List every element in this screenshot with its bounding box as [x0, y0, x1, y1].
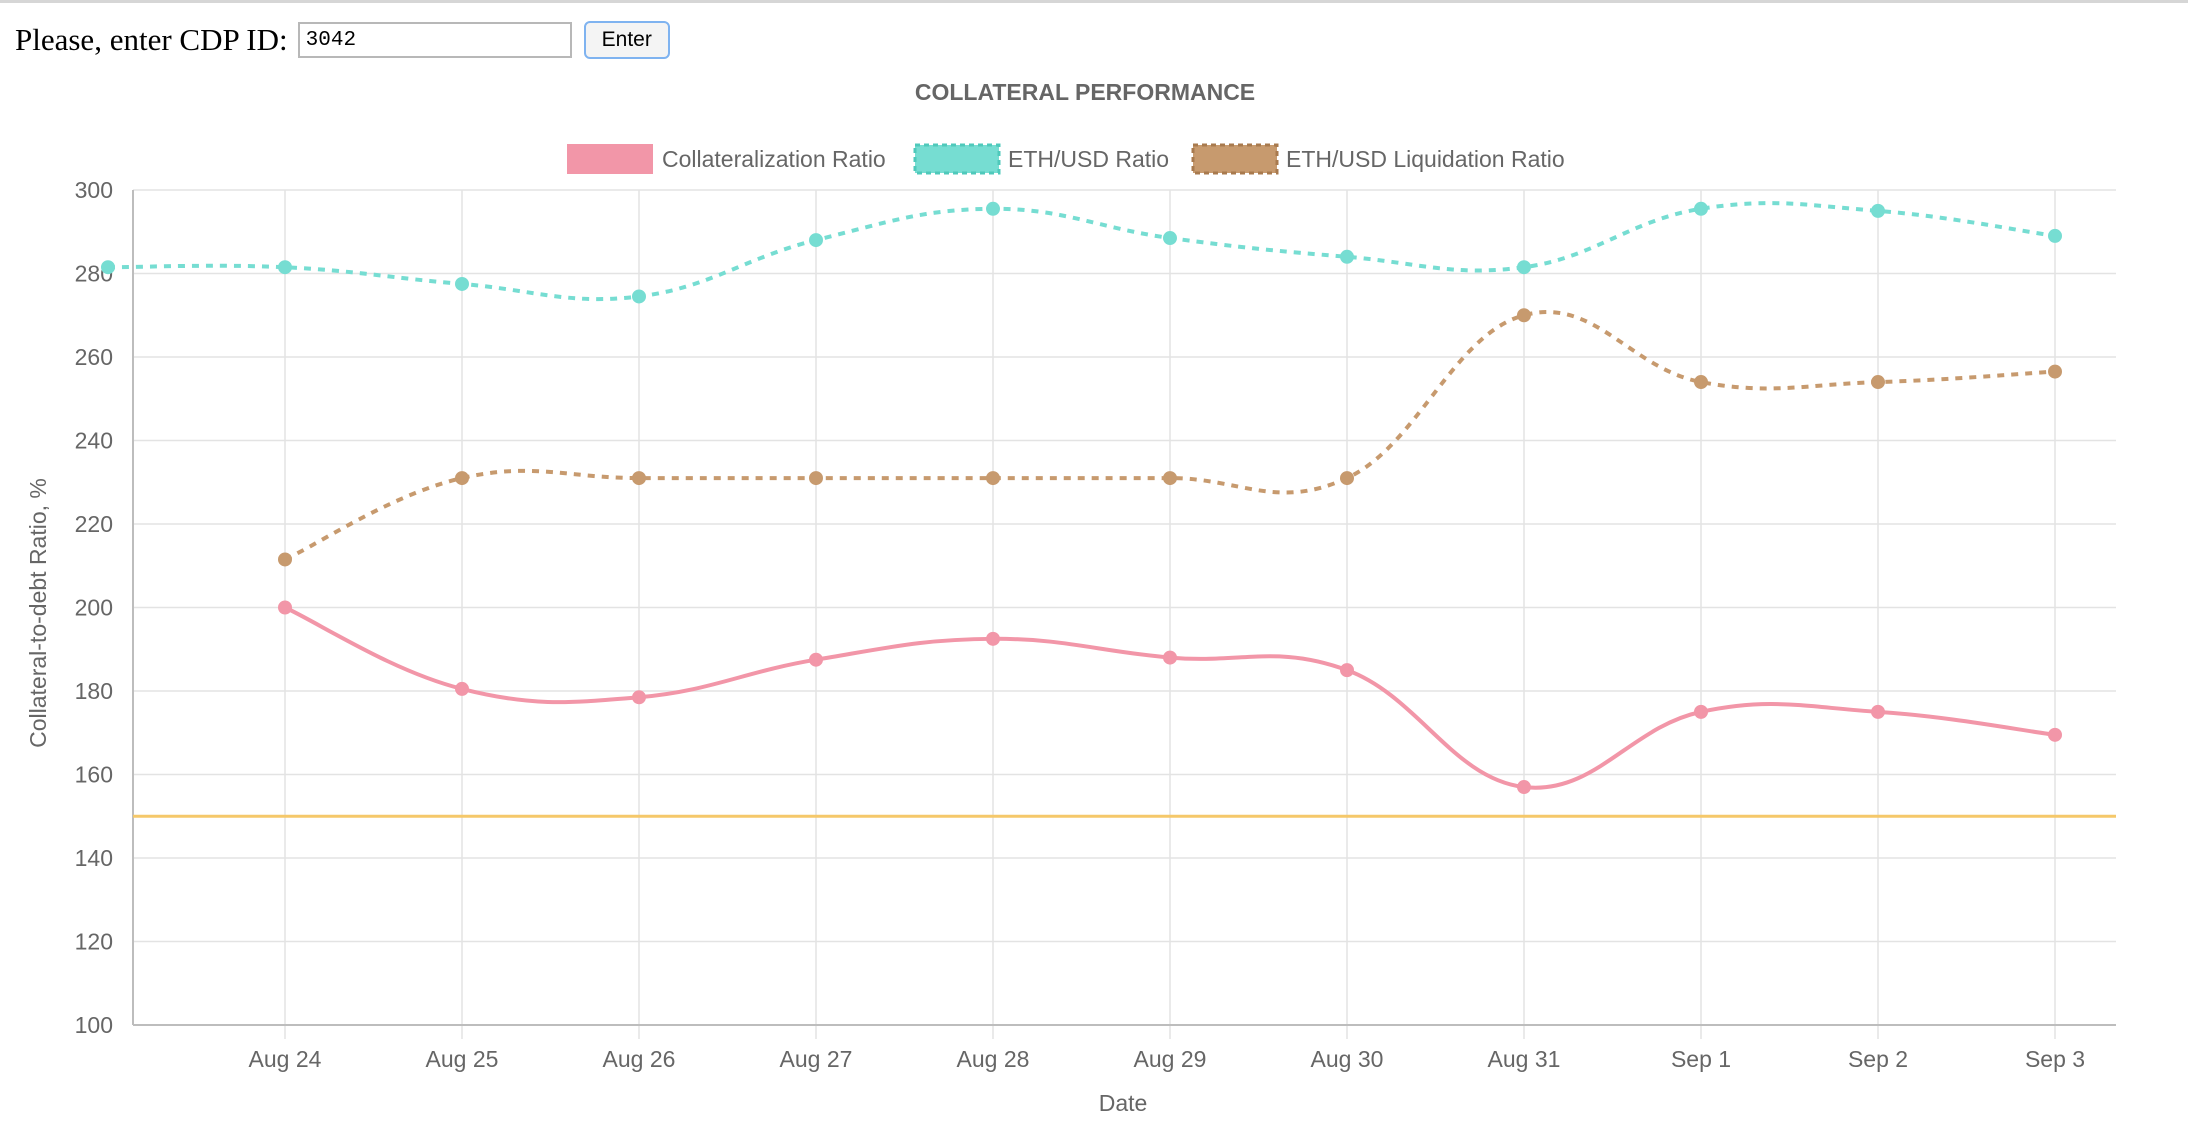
y-tick-label: 260	[75, 344, 113, 370]
x-tick-label: Aug 25	[426, 1046, 499, 1072]
data-point-eth-usd-ratio[interactable]	[455, 276, 469, 291]
cdp-prompt-label: Please, enter CDP ID:	[15, 22, 288, 57]
enter-button[interactable]: Enter	[583, 21, 670, 59]
data-point-collateralization-ratio[interactable]	[1163, 650, 1177, 665]
x-tick-label: Aug 26	[603, 1046, 676, 1072]
data-point-eth-usd-liquidation-ratio[interactable]	[1163, 471, 1177, 486]
data-point-collateralization-ratio[interactable]	[1871, 704, 1885, 719]
x-axis-title: Date	[1099, 1090, 1148, 1116]
series-line-eth-usd-liquidation-ratio	[284, 310, 2056, 562]
data-point-eth-usd-liquidation-ratio[interactable]	[1340, 471, 1354, 486]
data-point-eth-usd-ratio[interactable]	[101, 260, 115, 275]
cdp-id-input[interactable]	[297, 22, 572, 58]
chart-title: COLLATERAL PERFORMANCE	[915, 79, 1255, 105]
x-tick-label: Aug 28	[957, 1046, 1030, 1072]
data-point-collateralization-ratio[interactable]	[986, 631, 1000, 646]
data-point-eth-usd-liquidation-ratio[interactable]	[2048, 364, 2062, 379]
data-point-eth-usd-ratio[interactable]	[278, 260, 292, 275]
chart-gridlines	[133, 189, 2116, 1039]
data-point-collateralization-ratio[interactable]	[455, 681, 469, 696]
data-point-eth-usd-ratio[interactable]	[1517, 260, 1531, 275]
data-point-eth-usd-liquidation-ratio[interactable]	[809, 471, 823, 486]
y-tick-label: 120	[75, 929, 113, 955]
x-tick-label: Sep 2	[1848, 1046, 1908, 1072]
top-border	[0, 0, 2188, 3]
y-tick-label: 220	[75, 511, 113, 537]
data-point-eth-usd-ratio[interactable]	[809, 233, 823, 248]
x-tick-label: Aug 31	[1488, 1046, 1561, 1072]
y-axis-title: Collateral-to-debt Ratio, %	[25, 478, 51, 748]
legend-label-eth-usd-ratio: ETH/USD Ratio	[1008, 146, 1169, 172]
x-tick-label: Aug 30	[1311, 1046, 1384, 1072]
legend-item-eth-usd-liquidation-ratio[interactable]: ETH/USD Liquidation Ratio	[1191, 143, 1565, 175]
legend-item-collateralization-ratio[interactable]: Collateralization Ratio	[567, 144, 886, 174]
chart-series	[101, 201, 2062, 795]
data-point-eth-usd-liquidation-ratio[interactable]	[278, 552, 292, 567]
chart-legend: Collateralization Ratio ETH/USD Ratio ET…	[567, 143, 1565, 175]
data-point-eth-usd-liquidation-ratio[interactable]	[986, 471, 1000, 486]
x-tick-label: Aug 29	[1134, 1046, 1207, 1072]
data-point-collateralization-ratio[interactable]	[809, 652, 823, 667]
data-point-eth-usd-liquidation-ratio[interactable]	[1694, 375, 1708, 390]
y-tick-label: 300	[75, 177, 113, 203]
x-tick-label: Sep 3	[2025, 1046, 2085, 1072]
data-point-eth-usd-ratio[interactable]	[1340, 249, 1354, 264]
x-tick-label: Aug 24	[249, 1046, 322, 1072]
x-axis-tick-labels: Aug 24 Aug 25 Aug 26 Aug 27 Aug 28 Aug 29 Aug …	[249, 1046, 2086, 1072]
data-point-eth-usd-liquidation-ratio[interactable]	[455, 471, 469, 486]
legend-swatch-eth-usd-ratio	[913, 143, 1001, 175]
y-tick-label: 180	[75, 678, 113, 704]
series-collateralization-ratio	[278, 600, 2062, 795]
legend-label-eth-usd-liquidation-ratio: ETH/USD Liquidation Ratio	[1286, 146, 1565, 172]
y-tick-label: 240	[75, 428, 113, 454]
data-point-eth-usd-ratio[interactable]	[2048, 228, 2062, 243]
y-tick-label: 100	[75, 1012, 113, 1038]
data-point-collateralization-ratio[interactable]	[1517, 780, 1531, 795]
data-point-eth-usd-ratio[interactable]	[1163, 231, 1177, 246]
data-point-eth-usd-ratio[interactable]	[1694, 201, 1708, 216]
y-tick-label: 140	[75, 845, 113, 871]
data-point-collateralization-ratio[interactable]	[1694, 704, 1708, 719]
legend-item-eth-usd-ratio[interactable]: ETH/USD Ratio	[913, 143, 1169, 175]
y-tick-label: 200	[75, 595, 113, 621]
data-point-eth-usd-ratio[interactable]	[986, 201, 1000, 216]
legend-swatch-eth-usd-liquidation-ratio	[1191, 143, 1279, 175]
data-point-collateralization-ratio[interactable]	[278, 600, 292, 615]
cdp-form: Please, enter CDP ID: Enter	[15, 18, 670, 62]
chart-axes	[132, 190, 2116, 1026]
data-point-eth-usd-liquidation-ratio[interactable]	[632, 471, 646, 486]
series-line-eth-usd-ratio	[107, 201, 2056, 302]
series-eth-usd-liquidation-ratio	[278, 308, 2062, 567]
legend-swatch-collateralization-ratio	[567, 144, 653, 174]
data-point-eth-usd-liquidation-ratio[interactable]	[1517, 308, 1531, 323]
data-point-collateralization-ratio[interactable]	[2048, 727, 2062, 742]
data-point-collateralization-ratio[interactable]	[1340, 663, 1354, 678]
data-point-eth-usd-liquidation-ratio[interactable]	[1871, 375, 1885, 390]
y-tick-label: 160	[75, 762, 113, 788]
x-tick-label: Aug 27	[780, 1046, 853, 1072]
data-point-collateralization-ratio[interactable]	[632, 690, 646, 705]
x-tick-label: Sep 1	[1671, 1046, 1731, 1072]
legend-label-collateralization-ratio: Collateralization Ratio	[662, 146, 886, 172]
data-point-eth-usd-ratio[interactable]	[1871, 203, 1885, 218]
series-eth-usd-ratio	[101, 201, 2062, 304]
data-point-eth-usd-ratio[interactable]	[632, 289, 646, 304]
